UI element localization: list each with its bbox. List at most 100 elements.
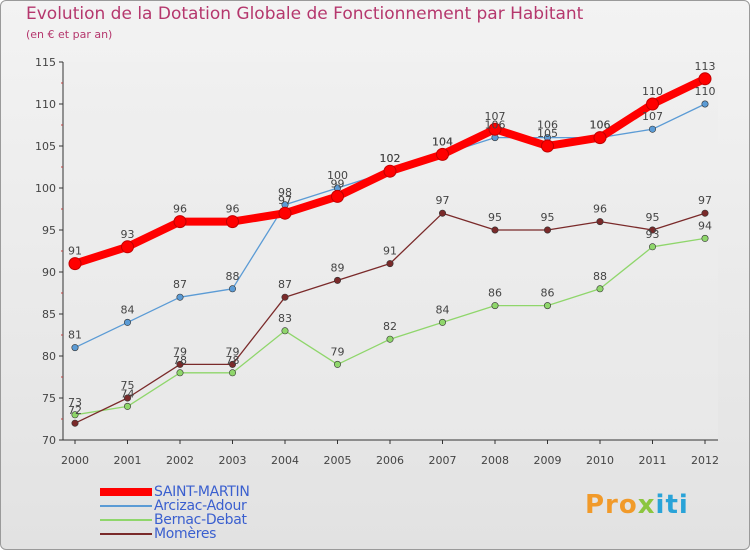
data-point: [281, 293, 289, 301]
data-point: [438, 209, 446, 217]
logo-part-2: x: [637, 490, 656, 520]
data-label: 86: [488, 287, 502, 300]
data-label: 100: [327, 169, 348, 182]
data-point: [543, 226, 551, 234]
data-point: [333, 360, 341, 368]
x-tick-label: 2004: [271, 454, 299, 467]
data-point: [491, 226, 499, 234]
y-tick-label: 115: [35, 56, 56, 69]
x-tick-label: 2010: [586, 454, 614, 467]
x-tick-label: 2001: [114, 454, 142, 467]
y-tick-label: 80: [42, 350, 56, 363]
data-label: 79: [331, 345, 345, 358]
data-label: 94: [698, 219, 712, 232]
y-tick-label: 85: [42, 308, 56, 321]
data-point: [386, 335, 394, 343]
data-point: [648, 243, 656, 251]
data-label: 73: [68, 396, 82, 409]
data-label: 96: [226, 203, 240, 216]
data-label: 102: [380, 152, 401, 165]
data-label: 97: [698, 194, 712, 207]
legend-swatch: [100, 488, 152, 496]
data-label: 95: [488, 211, 502, 224]
data-point: [173, 215, 187, 229]
data-label: 91: [383, 245, 397, 258]
legend-label: Momères: [154, 526, 217, 542]
data-point: [541, 139, 554, 153]
logo-part-1: Pro: [585, 490, 638, 520]
logo-part-3: iti: [655, 490, 689, 520]
legend-label: Arcizac-Adour: [154, 498, 247, 514]
data-point: [229, 360, 237, 368]
legend-label: Bernac-Debat: [154, 512, 247, 528]
data-label: 74: [121, 387, 135, 400]
data-label: 78: [173, 354, 187, 367]
data-point: [71, 344, 79, 352]
data-label: 110: [695, 85, 716, 98]
data-point: [646, 97, 659, 111]
data-point: [596, 285, 604, 293]
data-label: 91: [68, 245, 82, 258]
data-label: 107: [485, 110, 506, 123]
data-label: 106: [537, 119, 558, 132]
data-label: 96: [173, 203, 187, 216]
data-point: [121, 240, 134, 254]
x-tick-label: 2003: [219, 454, 247, 467]
data-label: 96: [593, 203, 607, 216]
data-point: [331, 189, 344, 203]
data-label: 83: [278, 312, 292, 325]
data-point: [229, 369, 237, 377]
data-point: [648, 125, 656, 133]
data-point: [176, 360, 184, 368]
data-point: [386, 260, 394, 268]
data-label: 87: [278, 278, 292, 291]
y-tick-label: 90: [42, 266, 56, 279]
data-label: 97: [436, 194, 450, 207]
data-label: 113: [695, 60, 716, 73]
y-tick-label: 70: [42, 434, 56, 447]
data-point: [701, 100, 709, 108]
x-tick-label: 2011: [639, 454, 667, 467]
x-tick-label: 2000: [61, 454, 89, 467]
data-point: [124, 394, 132, 402]
data-point: [124, 402, 132, 410]
data-label: 99: [331, 177, 345, 190]
proxiti-logo: Proxiti: [585, 490, 689, 520]
data-point: [71, 419, 79, 427]
data-point: [596, 218, 604, 226]
data-label: 72: [68, 404, 82, 417]
data-point: [436, 147, 449, 161]
data-point: [278, 206, 292, 220]
data-label: 110: [642, 85, 663, 98]
data-label: 106: [485, 119, 506, 132]
data-label: 75: [121, 379, 135, 392]
data-point: [593, 131, 607, 145]
y-tick-label: 105: [35, 140, 56, 153]
data-point: [226, 215, 239, 229]
data-label: 93: [121, 228, 135, 241]
x-tick-label: 2009: [534, 454, 562, 467]
data-label: 95: [541, 211, 555, 224]
data-label: 95: [646, 211, 660, 224]
data-point: [488, 122, 502, 136]
data-label: 88: [593, 270, 607, 283]
legend-swatch: [100, 505, 152, 507]
data-point: [491, 302, 499, 310]
data-label: 89: [331, 261, 345, 274]
data-label: 84: [436, 303, 450, 316]
data-label: 88: [226, 270, 240, 283]
data-label: 97: [278, 194, 292, 207]
data-point: [701, 209, 709, 217]
data-label: 81: [68, 329, 82, 342]
data-label: 102: [380, 152, 401, 165]
data-label: 86: [541, 287, 555, 300]
data-label: 98: [278, 186, 292, 199]
data-point: [71, 411, 79, 419]
x-tick-label: 2012: [691, 454, 719, 467]
x-tick-label: 2005: [324, 454, 352, 467]
x-tick-label: 2007: [429, 454, 457, 467]
data-label: 107: [642, 110, 663, 123]
data-point: [68, 257, 82, 271]
y-tick-label: 100: [35, 182, 56, 195]
